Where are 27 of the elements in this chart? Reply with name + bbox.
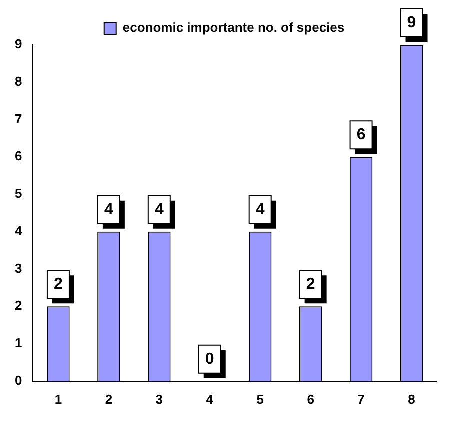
y-tick-label: 1 bbox=[14, 336, 22, 351]
y-tick-label: 8 bbox=[14, 74, 22, 89]
x-tick-label: 3 bbox=[156, 392, 164, 407]
y-tick-label: 7 bbox=[14, 111, 22, 126]
x-tick-label: 5 bbox=[256, 392, 264, 407]
x-tick-label: 4 bbox=[206, 392, 214, 407]
y-tick-label: 9 bbox=[14, 36, 22, 52]
y-tick-label: 2 bbox=[14, 298, 22, 314]
data-label: 2 bbox=[306, 276, 316, 294]
data-label: 4 bbox=[104, 201, 114, 218]
data-label: 4 bbox=[154, 201, 164, 218]
x-tick-label: 7 bbox=[358, 392, 365, 407]
y-tick-label: 3 bbox=[14, 260, 22, 276]
y-tick-label: 4 bbox=[14, 223, 23, 238]
data-label: 4 bbox=[256, 201, 265, 218]
x-tick-label: 1 bbox=[54, 392, 62, 407]
y-tick-label: 5 bbox=[14, 186, 22, 202]
data-label: 0 bbox=[205, 350, 214, 368]
y-tick-label: 0 bbox=[14, 372, 22, 388]
x-tick-label: 8 bbox=[408, 392, 416, 407]
x-tick-label: 2 bbox=[105, 392, 113, 407]
data-label: 2 bbox=[54, 276, 64, 294]
data-label: 9 bbox=[407, 14, 416, 32]
data-label: 6 bbox=[356, 126, 366, 144]
x-tick-label: 6 bbox=[307, 392, 314, 407]
y-tick-label: 6 bbox=[14, 148, 22, 164]
legend-label: economic importante no. of species bbox=[122, 20, 345, 36]
